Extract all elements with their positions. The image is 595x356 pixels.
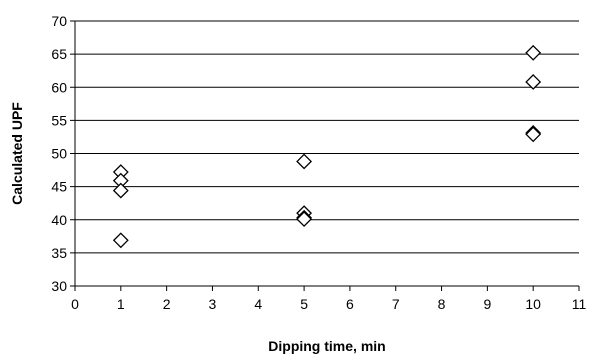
x-tick-labels: 0 1 2 3 4 5 6 7 8 9 10 11 — [71, 296, 586, 312]
y-tick-label-50: 50 — [51, 146, 67, 162]
data-point-8 — [525, 44, 542, 61]
data-point-3 — [112, 232, 129, 249]
gridlines — [75, 20, 579, 254]
x-tick-label-0: 0 — [71, 296, 79, 312]
x-tick-label-7: 7 — [392, 296, 400, 312]
x-tick-label-9: 9 — [483, 296, 491, 312]
y-tick-label-70: 70 — [51, 13, 67, 29]
x-tick-label-8: 8 — [438, 296, 446, 312]
x-tick-label-2: 2 — [163, 296, 171, 312]
x-axis-title: Dipping time, min — [268, 338, 385, 354]
y-tick-label-35: 35 — [51, 245, 67, 261]
x-tick-label-6: 6 — [346, 296, 354, 312]
axes — [70, 20, 580, 291]
y-tick-label-55: 55 — [51, 112, 67, 128]
x-tick-label-4: 4 — [254, 296, 262, 312]
data-point-9 — [525, 74, 542, 90]
data-point-4 — [296, 153, 313, 170]
y-tick-label-40: 40 — [51, 212, 67, 228]
x-tick-label-5: 5 — [300, 296, 308, 312]
y-tick-labels: 30 35 40 45 50 55 60 65 70 — [51, 13, 67, 294]
data-points — [112, 44, 542, 249]
x-tick-label-10: 10 — [525, 296, 541, 312]
data-point-11 — [525, 126, 542, 143]
data-point-7 — [296, 211, 313, 228]
y-tick-label-45: 45 — [51, 179, 67, 195]
y-tick-label-65: 65 — [51, 46, 67, 62]
y-tick-label-60: 60 — [51, 79, 67, 95]
x-tick-label-1: 1 — [117, 296, 125, 312]
data-point-2 — [112, 182, 129, 199]
y-axis-title: Calculated UPF — [9, 102, 25, 205]
x-tick-label-3: 3 — [209, 296, 217, 312]
y-tick-label-30: 30 — [51, 278, 67, 294]
x-tick-label-11: 11 — [572, 296, 587, 312]
